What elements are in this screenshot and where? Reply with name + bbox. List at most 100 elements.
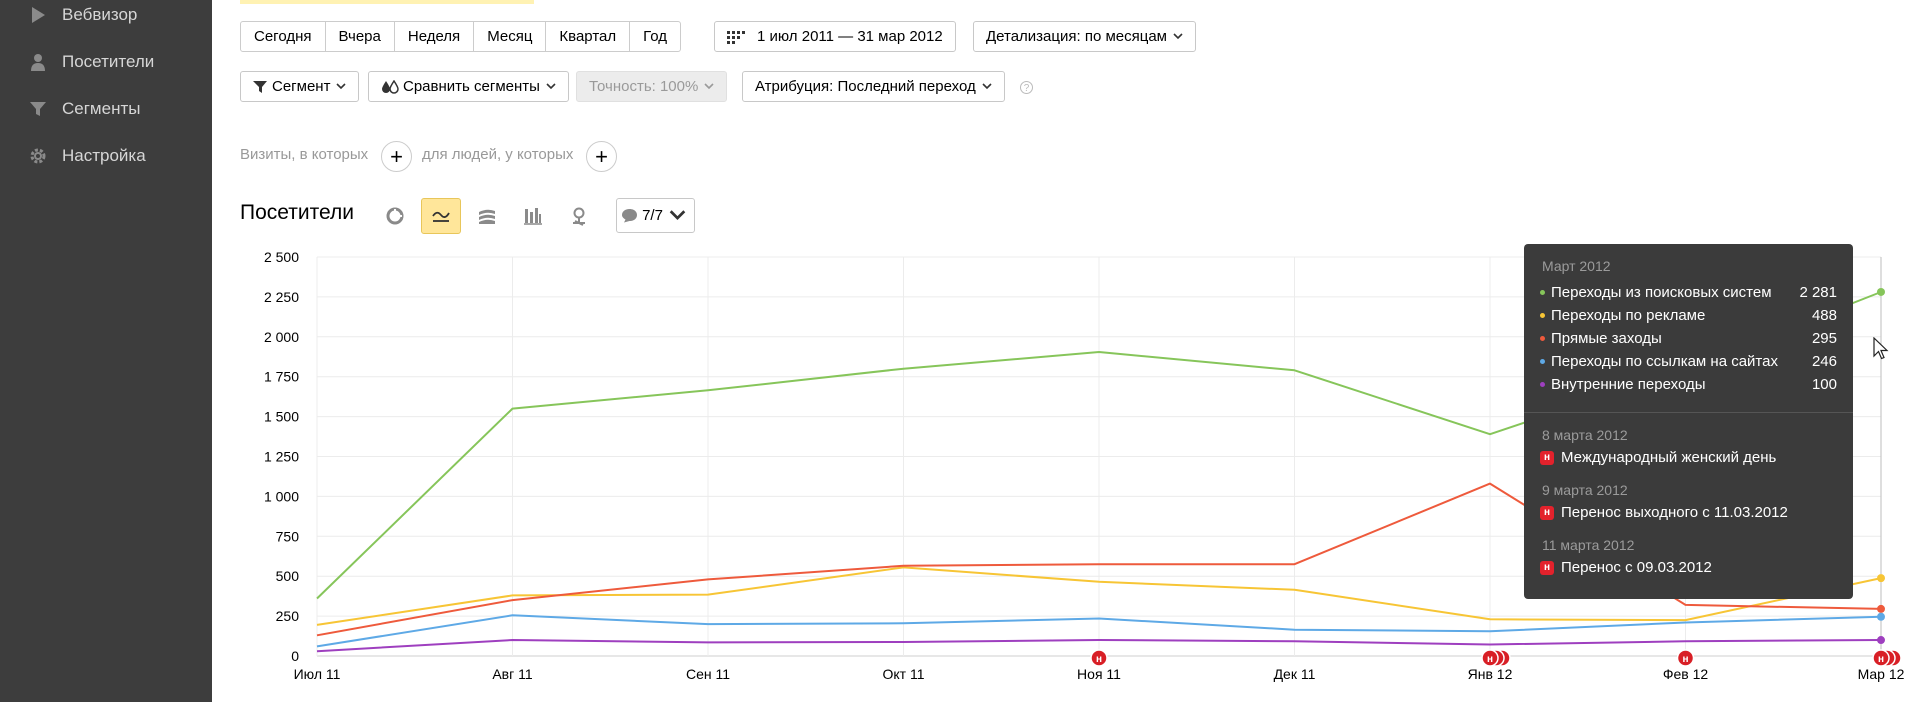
sidebar: Вебвизор Посетители Сегменты Настройка — [0, 0, 212, 702]
add-visit-condition-button[interactable]: + — [381, 141, 412, 172]
compare-segments-button[interactable]: Сравнить сегменты — [368, 71, 569, 102]
holiday-marker-icon — [1872, 649, 1890, 667]
chevron-down-icon — [704, 83, 714, 90]
sidebar-item-webvisor[interactable]: Вебвизор — [28, 5, 137, 25]
tooltip-series-value: 2 281 — [1799, 284, 1837, 301]
tooltip-series-name: Прямые заходы — [1551, 330, 1662, 347]
holiday-marker-label: н — [1487, 654, 1493, 665]
y-tick-label: 1 000 — [264, 488, 299, 504]
x-tick-label: Фев 12 — [1663, 666, 1709, 682]
line-chart-icon — [432, 211, 450, 222]
chevron-down-icon — [669, 210, 686, 220]
mouse-cursor-icon — [1873, 337, 1889, 360]
help-icon[interactable]: ? — [1020, 81, 1033, 94]
people-condition-label: для людей, у которых — [422, 146, 574, 163]
accuracy-dropdown[interactable]: Точность: 100% — [576, 71, 728, 102]
period-week-button[interactable]: Неделя — [395, 22, 475, 51]
sidebar-item-label: Настройка — [62, 146, 146, 165]
segment-label: Сегмент — [272, 78, 331, 95]
chevron-down-icon — [982, 83, 992, 90]
series-dot — [1540, 290, 1545, 295]
chevron-down-icon — [546, 83, 556, 90]
segment-button[interactable]: Сегмент — [240, 71, 360, 102]
y-tick-label: 2 250 — [264, 289, 299, 305]
tooltip-event: н Перенос с 09.03.2012 — [1540, 559, 1712, 576]
series-line — [316, 566, 1882, 626]
period-quarter-button[interactable]: Квартал — [546, 22, 631, 51]
series-hover-point — [1877, 574, 1885, 583]
view-bar-chart-button[interactable] — [513, 198, 553, 234]
holiday-marker-icon — [1676, 649, 1695, 667]
sidebar-item-label: Вебвизор — [62, 5, 138, 24]
x-tick-label: Дек 11 — [1274, 666, 1316, 682]
play-icon — [32, 7, 45, 23]
chart-tooltip: Март 2012 Переходы из поисковых систем 2… — [1524, 244, 1853, 599]
detail-label: Детализация: по месяцам — [986, 28, 1167, 45]
gear-icon — [30, 148, 46, 164]
tooltip-row: Прямые заходы 295 — [1540, 330, 1837, 347]
series-hover-point — [1877, 287, 1885, 296]
y-tick-label: 1 500 — [264, 409, 299, 425]
attribution-label: Атрибуция: Последний переход — [755, 78, 976, 95]
sidebar-item-label: Сегменты — [62, 99, 141, 118]
add-people-condition-button[interactable]: + — [586, 141, 617, 172]
tooltip-event-date: 8 марта 2012 — [1542, 427, 1628, 443]
series-dot — [1540, 359, 1545, 364]
tooltip-event-date: 9 марта 2012 — [1542, 482, 1628, 498]
tooltip-series-value: 295 — [1811, 330, 1837, 347]
series-line — [316, 614, 1882, 648]
tooltip-event-title: Перенос выходного с 11.03.2012 — [1561, 504, 1788, 521]
date-range-button[interactable]: 1 июл 2011 — 31 мар 2012 — [714, 21, 956, 52]
tooltip-divider — [1524, 412, 1853, 413]
person-icon — [31, 54, 45, 71]
period-month-button[interactable]: Месяц — [474, 22, 547, 51]
view-area-chart-button[interactable] — [467, 198, 507, 234]
tooltip-series-value: 100 — [1811, 376, 1837, 393]
period-yesterday-button[interactable]: Вчера — [326, 22, 395, 51]
series-dot — [1540, 336, 1545, 341]
period-today-button[interactable]: Сегодня — [241, 22, 326, 51]
x-tick-label: Окт 11 — [882, 666, 924, 682]
view-map-button[interactable] — [559, 198, 599, 234]
series-hover-point — [1877, 612, 1885, 621]
series-dot — [1540, 382, 1545, 387]
y-tick-label: 250 — [276, 608, 300, 624]
tooltip-row: Переходы по рекламе 488 — [1540, 307, 1837, 324]
holiday-marker-label: н — [1878, 654, 1884, 665]
annotations-count: 7/7 — [642, 207, 663, 224]
tooltip-row: Переходы по ссылкам на сайтах 246 — [1540, 353, 1837, 370]
compare-segments-label: Сравнить сегменты — [403, 78, 540, 95]
sidebar-item-segments[interactable]: Сегменты — [28, 99, 140, 119]
y-tick-label: 500 — [276, 568, 300, 584]
area-chart-icon — [479, 209, 495, 224]
x-tick-label: Янв 12 — [1468, 666, 1513, 682]
tooltip-event-date: 11 марта 2012 — [1542, 537, 1635, 553]
tooltip-month: Март 2012 — [1542, 258, 1611, 274]
y-tick-label: 1 250 — [264, 449, 299, 465]
tooltip-row: Переходы из поисковых систем 2 281 — [1540, 284, 1837, 301]
y-tick-label: 2 000 — [264, 329, 299, 345]
sidebar-item-label: Посетители — [62, 52, 155, 71]
period-year-button[interactable]: Год — [643, 28, 668, 45]
chevron-down-icon — [336, 83, 347, 90]
tooltip-event-title: Международный женский день — [1561, 449, 1777, 466]
sidebar-item-settings[interactable]: Настройка — [28, 146, 146, 166]
holiday-badge-icon: н — [1540, 560, 1554, 575]
holiday-marker-label: н — [1096, 654, 1102, 665]
detail-dropdown[interactable]: Детализация: по месяцам — [973, 21, 1196, 52]
sidebar-item-visitors[interactable]: Посетители — [28, 52, 154, 72]
y-tick-label: 750 — [276, 528, 300, 544]
y-tick-label: 1 750 — [264, 369, 299, 385]
view-line-chart-button[interactable] — [421, 198, 461, 234]
x-tick-label: Ноя 11 — [1077, 666, 1121, 682]
attribution-dropdown[interactable]: Атрибуция: Последний переход — [742, 71, 1005, 102]
holiday-marker-icon — [1090, 649, 1108, 667]
annotations-dropdown[interactable]: 7/7 — [616, 198, 695, 233]
series-hover-point — [1877, 636, 1885, 645]
visits-condition-label: Визиты, в которых — [240, 146, 369, 163]
view-pie-chart-button[interactable] — [375, 198, 415, 234]
filter-icon — [30, 102, 46, 116]
tooltip-series-name: Переходы по ссылкам на сайтах — [1551, 353, 1778, 370]
series-dot — [1540, 313, 1545, 318]
pie-chart-icon — [386, 207, 404, 225]
